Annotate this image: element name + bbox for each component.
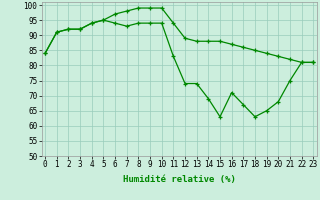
X-axis label: Humidité relative (%): Humidité relative (%) — [123, 175, 236, 184]
